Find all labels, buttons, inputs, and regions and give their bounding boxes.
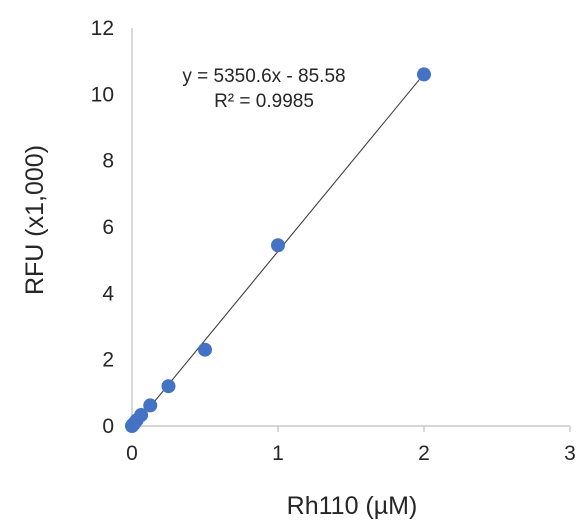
y-tick-label: 6 xyxy=(102,216,114,239)
data-point xyxy=(271,238,285,253)
data-point xyxy=(198,342,212,357)
y-tick-label: 4 xyxy=(102,282,114,305)
data-points xyxy=(125,67,431,433)
data-point xyxy=(143,398,158,413)
y-tick-label: 12 xyxy=(91,17,114,40)
y-tick-label: 10 xyxy=(91,83,114,106)
y-axis-title: RFU (x1,000) xyxy=(21,145,49,295)
data-point xyxy=(417,67,431,82)
y-tick-label: 0 xyxy=(102,415,114,438)
x-tick-label: 3 xyxy=(564,442,576,465)
y-tick-label: 8 xyxy=(102,150,114,173)
x-tick-label: 1 xyxy=(272,442,284,465)
y-tick-label: 2 xyxy=(102,349,114,372)
y-axis-ticks: 0 2 4 6 8 10 12 xyxy=(91,17,115,438)
r-squared-label: R² = 0.9985 xyxy=(214,91,314,112)
data-point xyxy=(161,379,176,394)
x-tick-label: 2 xyxy=(418,442,430,465)
data-point xyxy=(134,408,149,423)
x-axis-ticks: 0 1 2 3 xyxy=(126,426,576,465)
x-axis-title: Rh110 (µM) xyxy=(287,492,418,520)
trendline-equation: y = 5350.6x - 85.58 xyxy=(182,66,345,87)
x-tick-label: 0 xyxy=(126,442,138,465)
